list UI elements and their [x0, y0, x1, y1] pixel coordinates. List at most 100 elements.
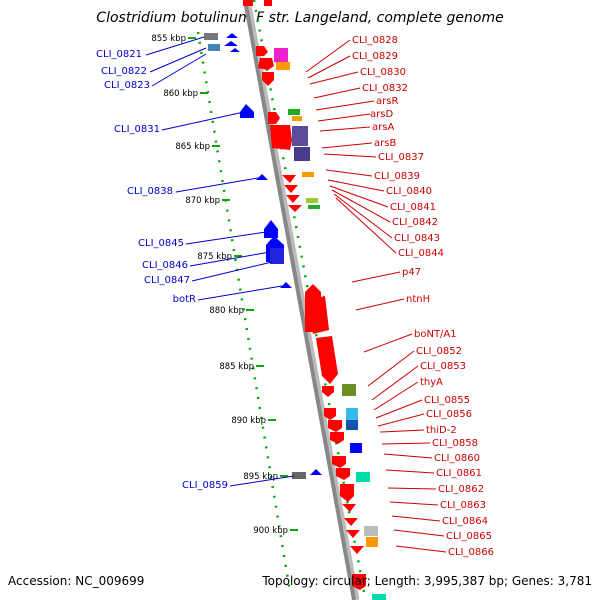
feature-top-0 [243, 0, 253, 6]
forward-features [256, 46, 386, 600]
feature-cyan [346, 408, 358, 420]
gene-label: CLI_0855 [424, 395, 470, 406]
feature-arrow [282, 175, 296, 183]
feature-cyan [346, 420, 358, 430]
feature-arrow [230, 48, 240, 52]
feature-arrow [256, 174, 268, 180]
gene-label: arsR [376, 96, 398, 107]
gene-label: p47 [402, 267, 421, 278]
feature-arrow [336, 468, 350, 480]
feature-purple [292, 126, 308, 146]
gene-label: CLI_0829 [352, 51, 398, 62]
gene-label: ntnH [406, 294, 430, 305]
feature-arrow [340, 484, 354, 502]
gene-label: CLI_0832 [362, 83, 408, 94]
reverse-features [204, 33, 322, 479]
gene-label: CLI_0823 [104, 80, 150, 91]
gene-label: arsD [370, 109, 393, 120]
feature-purple [294, 147, 310, 161]
feature-arrow [286, 195, 300, 203]
feature-orange [276, 62, 290, 70]
feature-arrow [342, 504, 356, 512]
feature-boNT [316, 336, 338, 384]
tick-label: 900 kbp [253, 526, 288, 536]
feature-top-1 [264, 0, 272, 6]
gene-label: CLI_0863 [440, 500, 486, 511]
left-gene-labels: CLI_0821 CLI_0822 CLI_0823 CLI_0831 CLI_… [96, 49, 228, 491]
feature-arrow [322, 386, 334, 397]
gene-label: boNT/A1 [414, 329, 457, 340]
tick-labels: 855 kbp 860 kbp 865 kbp 870 kbp 875 kbp … [151, 34, 288, 536]
gene-label: CLI_0858 [432, 438, 478, 449]
feature-blue [350, 443, 362, 453]
feature-orange [292, 116, 302, 121]
gene-label: CLI_0847 [144, 275, 190, 286]
gene-label: CLI_0843 [394, 233, 440, 244]
gene-label: CLI_0831 [114, 124, 160, 135]
gene-label: CLI_0842 [392, 217, 438, 228]
gene-label: CLI_0828 [352, 35, 398, 46]
feature-arrow [258, 58, 274, 70]
feature-green [308, 205, 320, 209]
feature-magenta [274, 48, 288, 62]
tick-marks [188, 37, 298, 531]
feature-arrow [256, 46, 268, 56]
gene-label: CLI_0860 [434, 453, 480, 464]
feature-yellowgreen [306, 198, 318, 203]
gene-label: arsB [374, 138, 396, 149]
feature-mint [356, 472, 370, 482]
feature-block [270, 248, 284, 264]
feature-orange [366, 537, 378, 547]
tick-label: 885 kbp [219, 362, 254, 372]
gene-label: thiD-2 [426, 425, 457, 436]
feature-arrow [240, 104, 254, 118]
right-gene-labels: CLI_0828 CLI_0829 CLI_0830 CLI_0832 arsR… [352, 35, 494, 558]
gene-label: CLI_0841 [390, 202, 436, 213]
feature-olive [342, 384, 356, 396]
feature-arrow [262, 72, 274, 86]
feature-arrow [288, 205, 302, 212]
gene-label: CLI_0852 [416, 346, 462, 357]
feature-arrow [350, 546, 364, 554]
feature-arrow [330, 432, 344, 444]
gene-label: CLI_0859 [182, 480, 228, 491]
gene-label: CLI_0861 [436, 468, 482, 479]
right-connectors [305, 39, 447, 553]
feature-arrow [264, 220, 278, 238]
gene-label: CLI_0862 [438, 484, 484, 495]
gene-label: CLI_0853 [420, 361, 466, 372]
tick-label: 875 kbp [197, 252, 232, 262]
feature-mint [372, 594, 386, 600]
gene-label: CLI_0838 [127, 186, 173, 197]
feature-arrow [226, 33, 238, 38]
gene-label: CLI_0864 [442, 516, 488, 527]
feature-orange [302, 172, 314, 177]
feature-arrow [310, 469, 322, 475]
feature-arrow [352, 574, 366, 590]
feature-arrow [224, 41, 238, 46]
tick-label: 895 kbp [243, 472, 278, 482]
gene-label: CLI_0822 [101, 66, 147, 77]
tick-label: 860 kbp [163, 89, 198, 99]
tick-label: 880 kbp [209, 306, 244, 316]
gene-label: CLI_0844 [398, 248, 444, 259]
feature-arrow [344, 518, 358, 526]
feature-arrow [346, 530, 360, 538]
feature-ntnH [309, 296, 329, 334]
backbone [243, 0, 356, 600]
tick-label: 870 kbp [185, 196, 220, 206]
feature-arrow [328, 420, 342, 432]
tick-label: 890 kbp [231, 416, 266, 426]
topology-text: Topology: circular; Length: 3,995,387 bp… [261, 574, 592, 588]
feature-steelblue [208, 44, 220, 51]
gene-label: CLI_0845 [138, 238, 184, 249]
feature-arrow [268, 112, 280, 124]
feature-silver [364, 526, 378, 536]
gene-label: CLI_0837 [378, 152, 424, 163]
feature-arrow [284, 185, 298, 193]
gene-label: CLI_0821 [96, 49, 142, 60]
feature-arrow [280, 282, 292, 288]
gene-label: CLI_0846 [142, 260, 188, 271]
feature-gray [204, 33, 218, 40]
